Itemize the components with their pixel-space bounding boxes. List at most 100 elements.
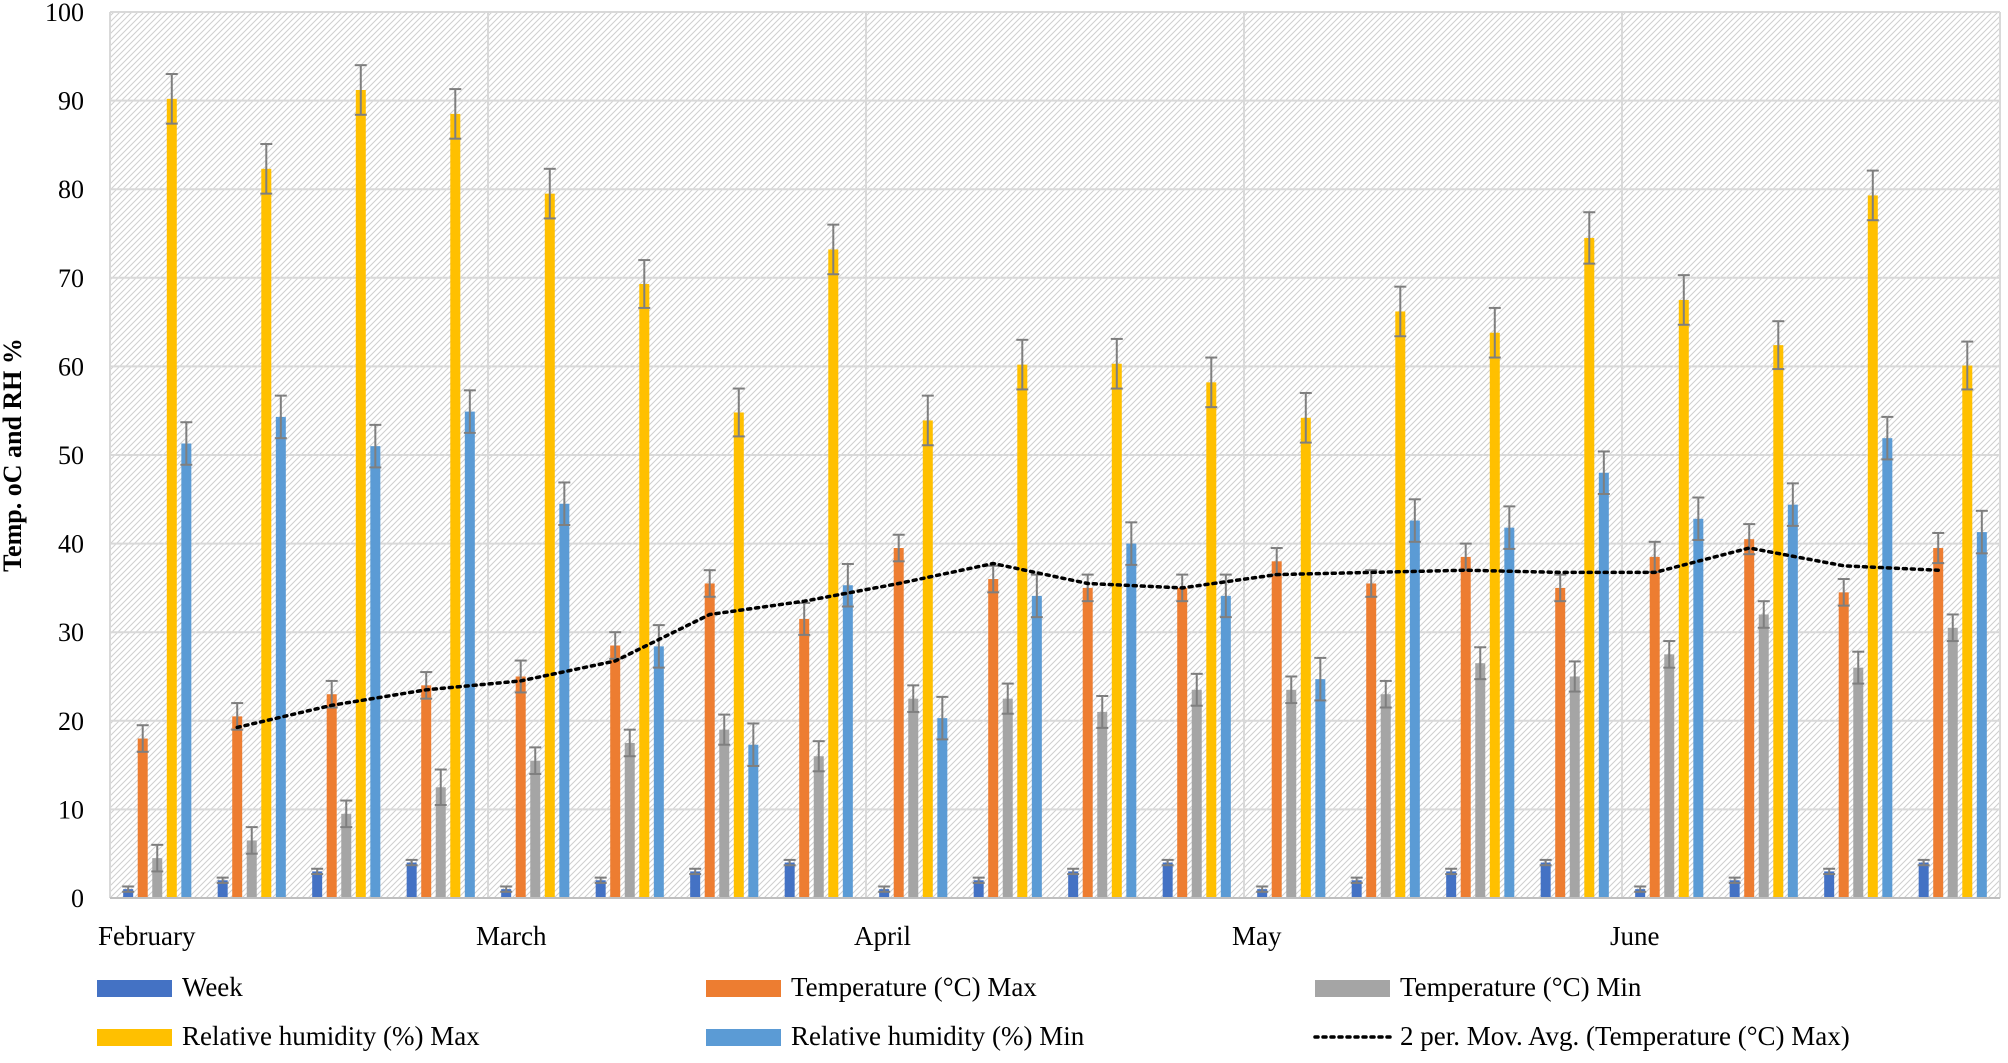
bar — [261, 168, 272, 898]
x-tick-label: February — [98, 921, 196, 951]
legend-swatch — [97, 1029, 172, 1046]
bar — [639, 284, 650, 898]
bar — [624, 742, 635, 898]
y-tick-label: 20 — [58, 707, 84, 736]
bar — [1366, 583, 1377, 898]
bar — [341, 813, 352, 898]
bar — [406, 862, 417, 898]
x-tick-label: April — [854, 921, 911, 951]
bar — [690, 871, 701, 898]
y-tick-label: 40 — [58, 530, 84, 559]
bar — [1017, 364, 1028, 898]
bar — [1635, 889, 1646, 898]
bar — [1031, 595, 1042, 898]
y-tick-label: 80 — [58, 175, 84, 204]
bar — [1097, 711, 1108, 898]
bar — [1853, 667, 1864, 898]
y-tick-label: 50 — [58, 441, 84, 470]
bar — [1598, 472, 1609, 898]
bar — [908, 698, 919, 898]
bar — [123, 889, 134, 898]
bar — [733, 412, 744, 898]
bar — [1933, 548, 1944, 898]
legend-swatch — [706, 1029, 781, 1046]
x-tick-label: May — [1232, 921, 1282, 951]
bar — [1475, 663, 1486, 898]
error-bars — [122, 64, 1988, 893]
y-axis-label: Temp. oC and RH % — [0, 338, 27, 572]
bar — [1744, 539, 1755, 898]
bar — [704, 583, 715, 898]
bar — [1540, 862, 1551, 898]
bar — [152, 858, 163, 898]
bar — [719, 729, 730, 898]
y-tick-label: 90 — [58, 87, 84, 116]
bar — [544, 193, 555, 898]
bar — [559, 503, 570, 898]
bar — [1947, 627, 1958, 898]
bar — [1787, 504, 1798, 898]
bar — [1504, 527, 1515, 898]
bar — [232, 716, 243, 898]
bar — [1838, 592, 1849, 898]
bar — [435, 787, 446, 898]
bar — [1162, 862, 1173, 898]
bars — [123, 89, 1987, 899]
y-tick-label: 100 — [45, 0, 84, 27]
bar — [842, 585, 853, 898]
moving-average-line — [235, 546, 1940, 730]
bar — [1271, 561, 1282, 898]
bar — [1569, 676, 1580, 898]
legend-label: Relative humidity (%) Max — [182, 1021, 480, 1051]
bar — [1824, 871, 1835, 898]
legend-label: Relative humidity (%) Min — [791, 1021, 1085, 1051]
bar — [1460, 556, 1471, 898]
bar — [137, 738, 148, 898]
bar — [653, 646, 664, 898]
bar — [784, 862, 795, 898]
bar — [1395, 311, 1406, 898]
bar — [1206, 382, 1217, 898]
bar — [1409, 520, 1420, 898]
bar — [1693, 518, 1704, 898]
bar — [1257, 889, 1268, 898]
bar — [370, 446, 381, 898]
y-tick-label: 70 — [58, 264, 84, 293]
bar — [181, 443, 192, 898]
bar — [1976, 532, 1987, 898]
legend-label: 2 per. Mov. Avg. (Temperature (°C) Max) — [1400, 1021, 1850, 1051]
bar — [246, 840, 257, 898]
bar — [1649, 556, 1660, 898]
bar — [1664, 654, 1675, 898]
legend-swatch — [97, 980, 172, 997]
bar — [748, 744, 759, 898]
bar — [312, 871, 323, 898]
bar — [1882, 438, 1893, 898]
y-tick-label: 10 — [58, 795, 84, 824]
bar — [1489, 332, 1500, 898]
y-tick-label: 60 — [58, 352, 84, 381]
bar — [1962, 365, 1973, 898]
bar — [1380, 694, 1391, 898]
bar — [922, 420, 933, 898]
bar — [1286, 689, 1297, 898]
bar — [893, 548, 904, 898]
bar — [1758, 614, 1769, 898]
bar — [1315, 679, 1326, 898]
bar — [1729, 880, 1740, 898]
bar — [1177, 587, 1188, 898]
bar — [1584, 237, 1595, 898]
bar — [326, 694, 337, 898]
bar — [1555, 587, 1566, 898]
bar — [813, 756, 824, 898]
x-axis: February March April May June — [98, 897, 2000, 951]
legend-label: Temperature (°C) Min — [1400, 972, 1642, 1002]
y-tick-label: 30 — [58, 618, 84, 647]
bar — [879, 889, 890, 898]
bar — [828, 249, 839, 898]
legend: Week Temperature (°C) Max Temperature (°C)… — [97, 972, 1850, 1051]
legend-swatch — [1315, 980, 1390, 997]
bar — [1002, 698, 1013, 898]
y-tick-label: 0 — [71, 884, 84, 913]
